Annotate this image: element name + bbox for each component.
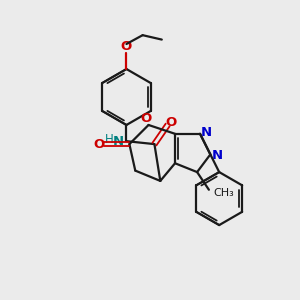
Text: N: N [212, 149, 223, 162]
Text: O: O [121, 40, 132, 53]
Text: O: O [166, 116, 177, 128]
Text: N: N [201, 126, 212, 139]
Text: H: H [104, 133, 113, 146]
Text: O: O [93, 138, 105, 151]
Text: CH₃: CH₃ [213, 188, 234, 198]
Text: O: O [141, 112, 152, 125]
Text: N: N [112, 135, 124, 148]
